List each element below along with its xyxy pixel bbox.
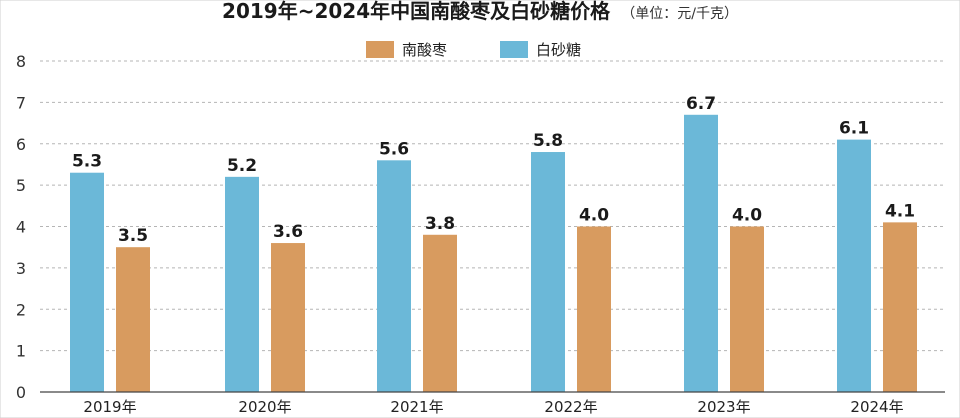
x-category-label: 2021年 [390, 398, 443, 416]
chart-title-main: 2019年~2024年中国南酸枣及白砂糖价格 [222, 0, 611, 23]
y-tick-label: 0 [16, 383, 26, 402]
data-label-nansuanzao: 3.6 [273, 222, 303, 242]
data-labels: 5.3 3.5 5.2 3.6 5.6 3.8 5.8 4.0 6.7 4.0 6.1 4.1 [72, 94, 915, 246]
bar-nansuanzao [883, 222, 917, 392]
bar-baishatang [531, 152, 565, 392]
bar-nansuanzao [423, 234, 457, 392]
data-label-baishatang: 6.1 [839, 119, 869, 139]
y-tick-label: 6 [16, 135, 26, 154]
y-tick-label: 5 [16, 176, 26, 195]
data-label-nansuanzao: 4.1 [885, 201, 915, 221]
grid-lines [40, 60, 945, 352]
bar-baishatang [837, 139, 871, 392]
bar-nansuanzao [730, 226, 764, 392]
legend-swatch-nansuanzao [366, 41, 394, 58]
y-tick-label: 2 [16, 300, 26, 319]
x-axis-categories: 2019年 2020年 2021年 2022年 2023年 2024年 [83, 398, 903, 416]
legend-label-baishatang: 白砂糖 [536, 41, 581, 59]
x-category-label: 2020年 [238, 398, 291, 416]
data-label-nansuanzao: 3.8 [425, 214, 455, 234]
legend-label-nansuanzao: 南酸枣 [402, 41, 447, 59]
data-label-nansuanzao: 4.0 [732, 206, 762, 226]
data-label-baishatang: 5.2 [227, 156, 257, 176]
legend: 南酸枣 白砂糖 [366, 41, 581, 59]
chart-title: 2019年~2024年中国南酸枣及白砂糖价格 （单位：元/千克） [222, 0, 738, 23]
bar-baishatang [70, 172, 104, 392]
data-label-baishatang: 5.8 [533, 131, 563, 151]
bar-baishatang [684, 114, 718, 392]
y-tick-label: 8 [16, 52, 26, 71]
y-axis-ticks: 0 1 2 3 4 5 6 7 8 [16, 52, 26, 402]
chart-title-unit: （单位：元/千克） [621, 6, 738, 22]
data-label-baishatang: 5.3 [72, 152, 102, 172]
y-tick-label: 3 [16, 259, 26, 278]
bar-nansuanzao [271, 243, 305, 392]
y-tick-label: 1 [16, 342, 26, 361]
data-label-baishatang: 5.6 [379, 139, 409, 159]
x-category-label: 2023年 [697, 398, 750, 416]
data-label-nansuanzao: 4.0 [579, 206, 609, 226]
bar-nansuanzao [577, 226, 611, 392]
legend-swatch-baishatang [500, 41, 528, 58]
data-label-nansuanzao: 3.5 [118, 226, 148, 246]
x-category-label: 2024年 [850, 398, 903, 416]
bars [70, 114, 917, 392]
x-category-label: 2019年 [83, 398, 136, 416]
y-tick-label: 7 [16, 93, 26, 112]
bar-nansuanzao [116, 247, 150, 392]
data-label-baishatang: 6.7 [686, 94, 716, 114]
bar-baishatang [377, 160, 411, 392]
bar-baishatang [225, 176, 259, 392]
y-tick-label: 4 [16, 218, 26, 237]
x-category-label: 2022年 [544, 398, 597, 416]
